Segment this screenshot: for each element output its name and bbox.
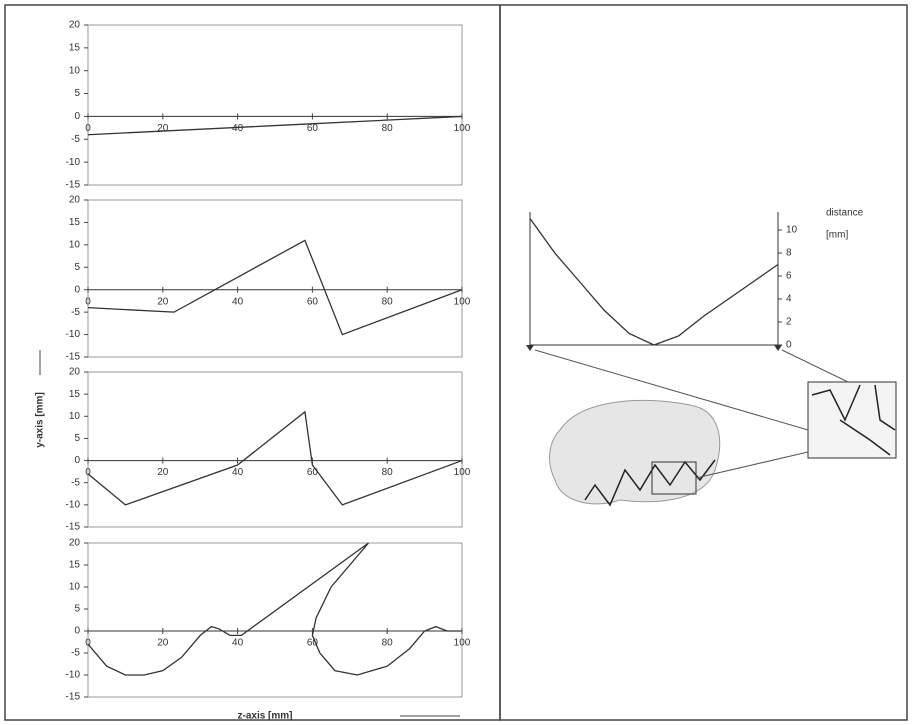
- y-tick-label: 6: [786, 271, 792, 282]
- y-tick-label: 10: [786, 225, 798, 236]
- y-tick-label: 10: [69, 65, 81, 76]
- y-tick-label: 8: [786, 248, 792, 259]
- y-tick-label: 5: [74, 262, 80, 273]
- x-tick-label: 80: [382, 638, 394, 649]
- y-axis-label: distance: [826, 208, 864, 219]
- x-tick-label: 20: [157, 467, 169, 478]
- y-tick-label: 10: [69, 582, 81, 593]
- y-tick-label: 15: [69, 42, 81, 53]
- connector: [782, 350, 848, 382]
- y-tick-label: 20: [69, 20, 81, 31]
- y-tick-label: -15: [66, 352, 81, 363]
- y-tick-label: 20: [69, 367, 81, 378]
- y-tick-label: 5: [74, 433, 80, 444]
- y-tick-label: 5: [74, 88, 80, 99]
- axis-arrow: [774, 345, 782, 351]
- y-tick-label: 0: [74, 626, 80, 637]
- y-tick-label: 5: [74, 604, 80, 615]
- x-tick-label: 40: [232, 467, 244, 478]
- plot-frame: [88, 372, 462, 527]
- x-tick-label: 80: [382, 123, 394, 134]
- x-tick-label: 80: [382, 296, 394, 307]
- x-tick-label: 100: [454, 467, 471, 478]
- y-tick-label: 0: [74, 111, 80, 122]
- y-tick-label: 15: [69, 217, 81, 228]
- y-tick-label: 4: [786, 294, 792, 305]
- plot-frame: [88, 25, 462, 185]
- y-tick-label: -15: [66, 522, 81, 533]
- y-tick-label: 0: [74, 284, 80, 295]
- axis-arrow: [526, 345, 534, 351]
- x-tick-label: 100: [454, 296, 471, 307]
- x-tick-label: 40: [232, 296, 244, 307]
- y-tick-label: 15: [69, 389, 81, 400]
- x-tick-label: 80: [382, 467, 394, 478]
- x-tick-label: 100: [454, 123, 471, 134]
- x-axis-label: z-axis [mm]: [237, 711, 292, 722]
- figure: -15-10-505101520020406080100-15-10-50510…: [0, 0, 912, 725]
- data-line: [530, 219, 778, 346]
- plot-frame: [88, 200, 462, 357]
- y-tick-label: -10: [66, 499, 81, 510]
- y-tick-label: 15: [69, 560, 81, 571]
- y-tick-label: 0: [786, 340, 792, 351]
- right-panel: [500, 5, 907, 720]
- y-tick-label: -5: [71, 648, 80, 659]
- data-line: [88, 240, 462, 334]
- plot-frame: [88, 543, 462, 697]
- x-tick-label: 0: [85, 296, 91, 307]
- y-tick-label: 10: [69, 411, 81, 422]
- y-axis-label: y-axis [mm]: [35, 392, 46, 448]
- y-tick-label: 20: [69, 195, 81, 206]
- data-line: [88, 116, 462, 134]
- x-tick-label: 60: [307, 296, 319, 307]
- x-tick-label: 40: [232, 123, 244, 134]
- data-line: [88, 412, 462, 505]
- x-tick-label: 20: [157, 123, 169, 134]
- y-tick-label: -10: [66, 329, 81, 340]
- y-tick-label: 2: [786, 317, 792, 328]
- y-tick-label: -10: [66, 157, 81, 168]
- x-tick-label: 60: [307, 467, 319, 478]
- y-tick-label: -10: [66, 670, 81, 681]
- x-tick-label: 0: [85, 123, 91, 134]
- illustration: [535, 350, 896, 505]
- zoom-box: [808, 382, 896, 458]
- y-tick-label: 10: [69, 239, 81, 250]
- x-tick-label: 60: [307, 123, 319, 134]
- x-tick-label: 20: [157, 638, 169, 649]
- y-tick-label: -15: [66, 180, 81, 191]
- y-tick-label: -5: [71, 477, 80, 488]
- y-tick-label: -5: [71, 134, 80, 145]
- x-tick-label: 20: [157, 296, 169, 307]
- x-tick-label: 100: [454, 638, 471, 649]
- data-line: [88, 543, 462, 675]
- y-tick-label: 20: [69, 538, 81, 549]
- y-tick-label: -15: [66, 692, 81, 703]
- object-shape: [550, 400, 720, 504]
- x-tick-label: 40: [232, 638, 244, 649]
- y-tick-label: -5: [71, 307, 80, 318]
- y-axis-label: [mm]: [826, 230, 848, 241]
- y-tick-label: 0: [74, 455, 80, 466]
